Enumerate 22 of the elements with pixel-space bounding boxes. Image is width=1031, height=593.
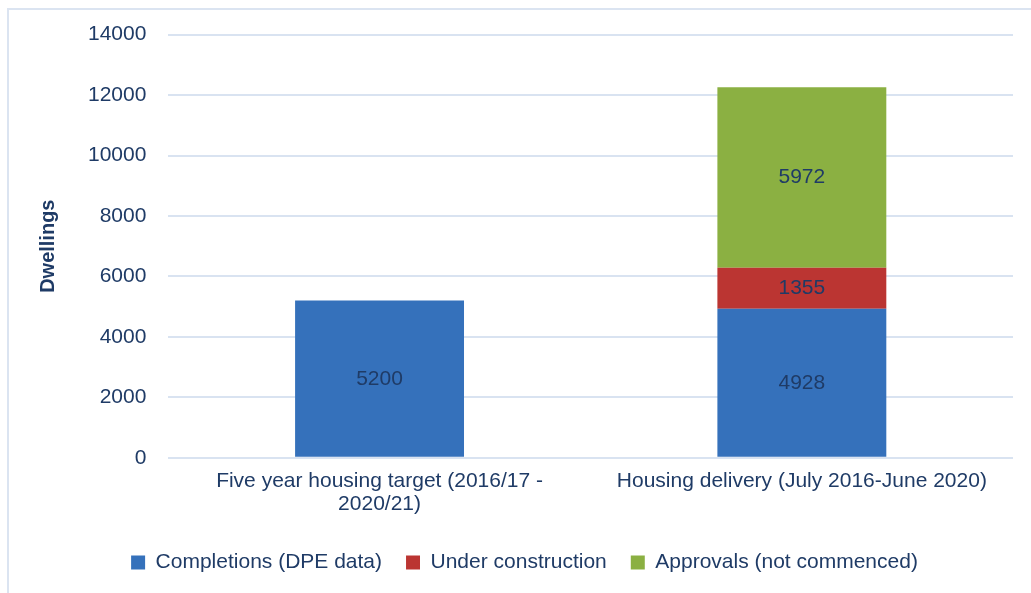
bar: [717, 87, 887, 268]
y-tick-label: 10000: [87, 142, 147, 166]
x-tick-label: Five year housing target (2016/17 - 2020/21): [216, 468, 543, 515]
data-label: 4928: [778, 369, 826, 393]
bar: [717, 267, 887, 309]
y-tick-label: 12000: [87, 81, 147, 105]
x-tick-label: Housing delivery (July 2016-June 2020): [616, 468, 987, 492]
legend-label: Approvals (not commenced): [655, 549, 918, 573]
data-label: 5200: [356, 365, 403, 389]
y-tick-label: 14000: [87, 21, 147, 45]
bar: [717, 308, 887, 457]
y-tick-label: 6000: [99, 263, 147, 287]
y-axis-title: Dwellings: [35, 199, 58, 293]
y-tick-label: 8000: [99, 202, 147, 226]
legend-label: Completions (DPE data): [155, 549, 383, 573]
data-label: 5972: [778, 164, 826, 188]
y-tick-label: 0: [134, 444, 147, 468]
bar: [295, 300, 465, 457]
data-label: 1355: [778, 275, 826, 299]
y-tick-label: 4000: [99, 323, 147, 347]
legend-label: Under construction: [430, 549, 607, 573]
y-tick-label: 2000: [99, 384, 147, 408]
